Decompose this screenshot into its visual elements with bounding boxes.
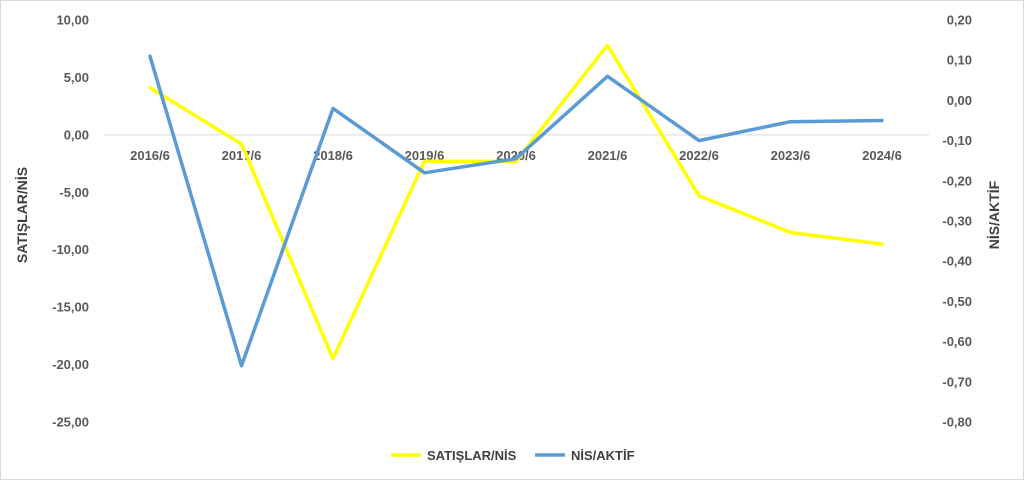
right-tick-label: -0,50 [942, 294, 972, 309]
right-tick-label: -0,30 [942, 214, 972, 229]
category-label: 2017/6 [222, 148, 262, 163]
left-axis-ticks: 10,00 5,00 0,00 -5,00 -10,00 -15,00 -20,00 -25,… [52, 13, 89, 430]
left-tick-label: -25,00 [52, 415, 89, 430]
category-label: 2019/6 [405, 148, 445, 163]
category-label: 2018/6 [313, 148, 353, 163]
legend: SATIŞLAR/NİS NİS/AKTİF [391, 448, 635, 463]
left-tick-label: 5,00 [64, 70, 89, 85]
series-line-nis-aktif [148, 54, 884, 368]
category-label: 2022/6 [679, 148, 719, 163]
right-tick-label: 0,20 [947, 13, 972, 28]
legend-label-satislar-nis: SATIŞLAR/NİS [427, 448, 517, 463]
left-tick-label: -5,00 [59, 185, 89, 200]
right-tick-label: 0,00 [947, 93, 972, 108]
legend-label-nis-aktif: NİS/AKTİF [571, 448, 635, 463]
right-tick-label: 0,10 [947, 53, 972, 68]
right-tick-label: -0,40 [942, 254, 972, 269]
right-tick-label: -0,60 [942, 334, 972, 349]
series-line-satislar-nis [148, 43, 884, 361]
left-tick-label: -10,00 [52, 242, 89, 257]
left-tick-label: -20,00 [52, 357, 89, 372]
category-label: 2021/6 [588, 148, 628, 163]
category-labels: 2016/6 2017/6 2018/6 2019/6 2020/6 2021/6 2022… [130, 148, 902, 163]
right-axis-ticks: 0,20 0,10 0,00 -0,10 -0,20 -0,30 -0,40 -0,50 -0,… [942, 13, 972, 430]
left-tick-label: 10,00 [56, 13, 89, 28]
left-tick-label: 0,00 [64, 127, 89, 142]
left-tick-label: -15,00 [52, 300, 89, 315]
right-tick-label: -0,20 [942, 173, 972, 188]
right-tick-label: -0,80 [942, 415, 972, 430]
right-axis-title: NİS/AKTİF [986, 180, 1002, 249]
series-lines [148, 43, 884, 368]
category-label: 2016/6 [130, 148, 170, 163]
category-label: 2023/6 [771, 148, 811, 163]
category-label: 2024/6 [862, 148, 902, 163]
right-tick-label: -0,10 [942, 133, 972, 148]
left-axis-title: SATIŞLAR/NİS [14, 167, 30, 263]
right-tick-label: -0,70 [942, 374, 972, 389]
